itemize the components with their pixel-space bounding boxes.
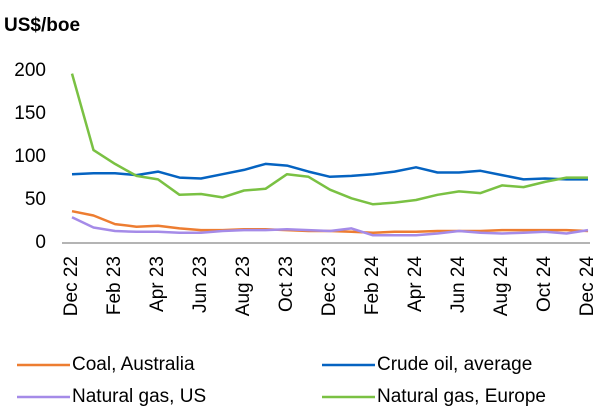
y-tick-label: 100	[14, 146, 46, 167]
legend-label: Natural gas, US	[72, 386, 206, 407]
series-line	[70, 73, 588, 206]
series-line	[71, 209, 589, 234]
x-tick-label: Jun 23	[190, 256, 211, 313]
legend-label: Crude oil, average	[377, 354, 532, 375]
series-line	[71, 216, 589, 237]
x-tick-label: Jun 24	[448, 256, 469, 313]
y-tick-label: 0	[35, 232, 46, 253]
x-tick-label: Dec 23	[319, 256, 340, 316]
x-tick-label: Dec 22	[61, 256, 82, 316]
legend-label: Natural gas, Europe	[377, 386, 546, 407]
x-tick-label: Aug 24	[491, 256, 512, 317]
x-tick-label: Oct 23	[276, 256, 297, 312]
y-axis-label: US$/boe	[4, 15, 80, 36]
x-tick-label: Apr 23	[147, 256, 168, 312]
x-tick-label: Feb 23	[104, 256, 125, 315]
y-tick-label: 150	[14, 103, 46, 124]
x-tick-label: Feb 24	[362, 256, 383, 316]
x-tick-label: Apr 24	[405, 256, 426, 312]
x-tick-label: Aug 23	[233, 256, 254, 316]
series-line	[71, 162, 588, 181]
y-tick-label: 200	[14, 60, 46, 81]
legend-label: Coal, Australia	[72, 354, 195, 375]
x-tick-label: Dec 24	[577, 256, 597, 317]
y-tick-label: 50	[25, 189, 46, 210]
x-tick-label: Oct 24	[534, 256, 555, 312]
